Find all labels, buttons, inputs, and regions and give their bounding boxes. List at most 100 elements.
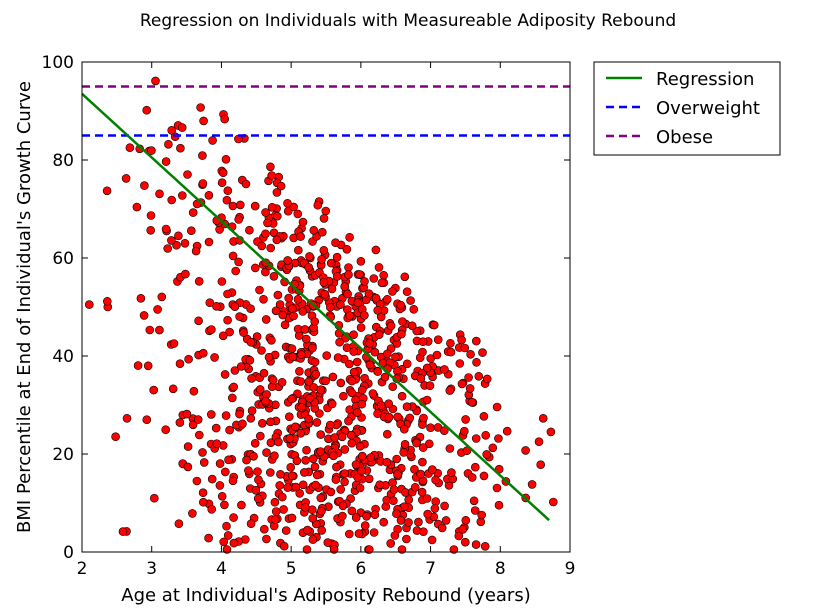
scatter-point <box>234 257 243 267</box>
scatter-point <box>326 487 336 497</box>
scatter-point <box>481 430 491 440</box>
x-tick-label: 4 <box>216 559 227 579</box>
scatter-point <box>357 399 367 409</box>
scatter-point <box>494 500 504 510</box>
scatter-point <box>340 282 350 291</box>
scatter-point <box>534 437 544 447</box>
scatter-point <box>263 218 272 228</box>
scatter-point <box>412 438 421 448</box>
scatter-point <box>455 359 465 368</box>
scatter-point <box>402 359 412 369</box>
scatter-point <box>261 396 270 406</box>
scatter-point <box>477 510 487 520</box>
scatter-point <box>175 359 185 369</box>
scatter-point <box>402 534 411 544</box>
scatter-points <box>85 76 558 554</box>
scatter-point <box>287 471 297 481</box>
scatter-point <box>132 202 142 212</box>
scatter-point <box>207 325 216 334</box>
scatter-point <box>236 362 246 371</box>
scatter-point <box>422 363 432 373</box>
scatter-point <box>418 443 428 452</box>
scatter-point <box>164 140 173 149</box>
scatter-point <box>122 413 132 423</box>
scatter-point <box>331 238 340 247</box>
scatter-point <box>303 525 312 535</box>
scatter-point <box>480 541 490 551</box>
scatter-point <box>344 270 353 280</box>
x-tick-label: 6 <box>355 559 366 579</box>
scatter-point <box>330 433 340 442</box>
x-tick-label: 3 <box>146 559 157 579</box>
scatter-point <box>194 276 204 286</box>
y-axis-label: BMI Percentile at End of Individual's Gr… <box>14 81 35 533</box>
scatter-point <box>198 151 207 160</box>
scatter-point <box>225 425 234 435</box>
scatter-point <box>298 307 308 316</box>
scatter-point <box>308 535 318 544</box>
scatter-point <box>192 476 202 486</box>
scatter-point <box>140 181 149 190</box>
scatter-point <box>157 292 167 302</box>
scatter-point <box>445 444 455 453</box>
scatter-point <box>382 294 392 304</box>
scatter-point <box>461 515 471 525</box>
scatter-point <box>267 203 277 212</box>
scatter-point <box>272 235 282 245</box>
scatter-point <box>289 233 299 243</box>
scatter-point <box>353 298 363 308</box>
scatter-point <box>397 329 406 339</box>
y-tick-label: 0 <box>63 543 74 563</box>
scatter-point <box>151 76 160 86</box>
scatter-point <box>467 473 477 482</box>
scatter-point <box>446 338 455 348</box>
scatter-point <box>293 245 303 255</box>
scatter-point <box>446 347 456 357</box>
scatter-point <box>410 482 420 492</box>
scatter-point <box>228 393 237 403</box>
scatter-point <box>259 294 268 304</box>
scatter-point <box>270 515 280 524</box>
scatter-point <box>492 483 502 493</box>
scatter-point <box>255 431 265 441</box>
scatter-point <box>245 355 255 365</box>
x-axis-ticks: 2 3 4 5 6 7 8 9 <box>77 62 575 579</box>
scatter-point <box>357 451 367 461</box>
plot-lines <box>81 85 570 522</box>
scatter-point <box>207 504 216 514</box>
scatter-point <box>161 224 171 234</box>
scatter-point <box>502 426 512 436</box>
scatter-point <box>245 225 254 235</box>
scatter-point <box>471 434 481 443</box>
scatter-point <box>416 469 426 479</box>
scatter-point <box>433 335 443 345</box>
scatter-point <box>199 348 208 358</box>
scatter-point <box>344 359 354 369</box>
scatter-point <box>317 526 327 535</box>
scatter-point <box>266 243 276 253</box>
scatter-point <box>389 485 399 494</box>
scatter-point <box>196 103 205 112</box>
scatter-point <box>356 323 366 332</box>
scatter-point <box>310 317 320 326</box>
y-axis-ticks: 0 20 40 60 80 100 <box>42 53 570 563</box>
scatter-point <box>150 493 159 503</box>
scatter-point <box>429 320 439 330</box>
scatter-point <box>284 293 294 303</box>
scatter-point <box>351 460 361 469</box>
scatter-point <box>217 491 227 501</box>
scatter-point <box>146 226 155 235</box>
scatter-point <box>368 389 378 398</box>
scatter-point <box>548 497 558 507</box>
scatter-point <box>370 347 380 357</box>
scatter-point <box>380 372 390 382</box>
scatter-point <box>347 376 357 386</box>
scatter-point <box>430 504 440 513</box>
x-tick-label: 5 <box>286 559 297 579</box>
scatter-point <box>222 195 232 205</box>
scatter-point <box>204 533 213 543</box>
scatter-point <box>340 477 349 487</box>
scatter-point <box>465 384 475 393</box>
scatter-point <box>472 357 481 367</box>
scatter-point <box>291 482 301 492</box>
